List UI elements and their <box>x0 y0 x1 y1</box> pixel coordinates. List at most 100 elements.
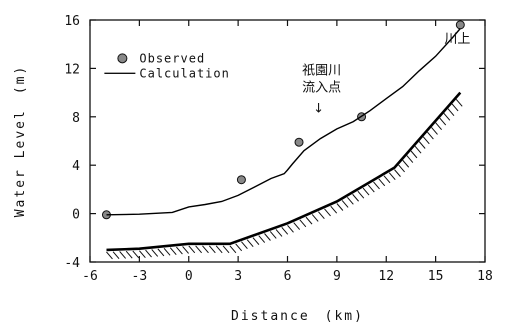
riverbed-hatch <box>336 203 344 211</box>
observed-point <box>455 20 465 30</box>
legend-calculation-label: Calculation <box>139 66 229 80</box>
riverbed-hatch <box>402 159 410 168</box>
riverbed-hatch <box>163 247 171 256</box>
riverbed-hatch <box>112 251 120 259</box>
riverbed-hatch <box>157 248 165 257</box>
y-tick-label: -4 <box>64 256 80 271</box>
x-tick-label: -3 <box>132 269 148 284</box>
riverbed-hatch <box>145 249 152 258</box>
riverbed-line <box>106 91 462 252</box>
riverbed-hatch <box>246 239 254 248</box>
riverbed-hatch <box>125 250 133 259</box>
riverbed-hatch <box>352 193 359 202</box>
riverbed-hatch <box>132 250 140 259</box>
riverbed-hatch <box>443 113 451 121</box>
riverbed-hatch <box>222 245 230 254</box>
riverbed-hatch <box>455 98 463 107</box>
riverbed-hatch <box>422 136 430 145</box>
riverbed-hatch <box>202 245 209 254</box>
x-tick-label: 12 <box>378 269 394 284</box>
x-axis-ticks: -6 -3 0 3 6 9 12 15 18 <box>82 20 493 284</box>
riverbed-hatch <box>367 184 375 193</box>
riverbed-hatch <box>305 216 313 225</box>
x-tick-label: 9 <box>333 269 341 284</box>
riverbed-hatch <box>341 200 349 208</box>
riverbed-hatch <box>414 145 422 154</box>
x-axis-title: Distance (km) <box>231 309 364 324</box>
riverbed-hatch <box>431 127 438 135</box>
y-axis-ticks: -4 0 4 8 12 16 <box>64 14 485 271</box>
riverbed-hatch <box>151 249 159 257</box>
riverbed-hatch <box>195 245 202 254</box>
riverbed-hatch <box>299 219 307 228</box>
legend-observed-marker <box>117 53 128 64</box>
observed-point <box>294 137 304 147</box>
y-axis-title: Water Level (m) <box>13 65 28 218</box>
riverbed-hatch <box>406 155 414 163</box>
riverbed-hatch <box>287 224 294 233</box>
riverbed-hatch <box>215 245 223 254</box>
riverbed-hatch <box>264 233 271 241</box>
riverbed-hatch <box>346 197 354 205</box>
riverbed-hatch <box>317 211 325 219</box>
y-tick-label: 12 <box>64 62 80 77</box>
x-tick-label: 6 <box>284 269 292 284</box>
annotation-gion-label: 流入点 <box>302 81 341 96</box>
riverbed-hatch <box>357 190 365 199</box>
annotation-arrow: ↓ <box>313 102 324 117</box>
riverbed-hatch <box>188 245 196 254</box>
riverbed-hatch <box>418 141 426 149</box>
legend: Observed Calculation <box>104 51 229 80</box>
x-tick-label: -6 <box>82 269 98 284</box>
riverbed-hatch <box>451 103 459 112</box>
riverbed-hatch <box>269 231 277 239</box>
series-layer <box>101 20 465 220</box>
riverbed-hatch <box>208 245 216 254</box>
riverbed-hatch <box>388 172 396 181</box>
riverbed-hatch <box>373 181 380 190</box>
riverbed-hatch <box>106 251 113 260</box>
y-tick-label: 8 <box>72 111 80 126</box>
riverbed-hatch <box>169 247 177 255</box>
riverbed-layer <box>106 91 463 260</box>
annotation-gion-label: 祇園川 <box>302 64 341 79</box>
x-tick-label: 0 <box>185 269 193 284</box>
riverbed-hatch <box>311 214 319 222</box>
riverbed-hatch <box>281 227 289 235</box>
riverbed-hatch <box>447 108 455 116</box>
observed-point <box>236 175 246 185</box>
y-tick-label: 16 <box>64 14 80 29</box>
riverbed-hatch <box>119 251 127 259</box>
riverbed-hatch <box>398 164 405 173</box>
legend-observed-label: Observed <box>139 51 205 65</box>
riverbed-hatch <box>394 169 401 177</box>
riverbed-hatch <box>383 175 391 184</box>
calculation-line <box>106 28 461 216</box>
riverbed-hatch <box>138 250 146 259</box>
y-tick-label: 0 <box>72 208 80 223</box>
annotation-upstream-label: 川上 <box>444 32 470 47</box>
x-tick-label: 15 <box>428 269 444 284</box>
y-tick-label: 4 <box>72 159 80 174</box>
riverbed-hatch <box>439 117 447 126</box>
riverbed-hatch <box>410 150 418 159</box>
riverbed-hatch <box>275 229 283 237</box>
riverbed-hatch <box>378 178 386 187</box>
riverbed-hatch <box>252 237 260 245</box>
riverbed-hatch <box>324 208 331 217</box>
riverbed-hatch <box>235 243 243 252</box>
riverbed-hatch <box>176 246 183 255</box>
riverbed-hatch <box>241 241 248 250</box>
x-tick-label: 3 <box>234 269 242 284</box>
riverbed-hatch <box>182 246 189 254</box>
riverbed-hatch <box>229 245 237 254</box>
riverbed-hatch <box>258 235 266 243</box>
x-tick-label: 18 <box>477 269 493 284</box>
riverbed-hatch <box>293 222 301 230</box>
riverbed-hatch <box>435 122 443 131</box>
riverbed-hatch <box>330 205 338 214</box>
riverbed-hatch <box>362 187 370 196</box>
riverbed-hatch <box>427 131 434 140</box>
